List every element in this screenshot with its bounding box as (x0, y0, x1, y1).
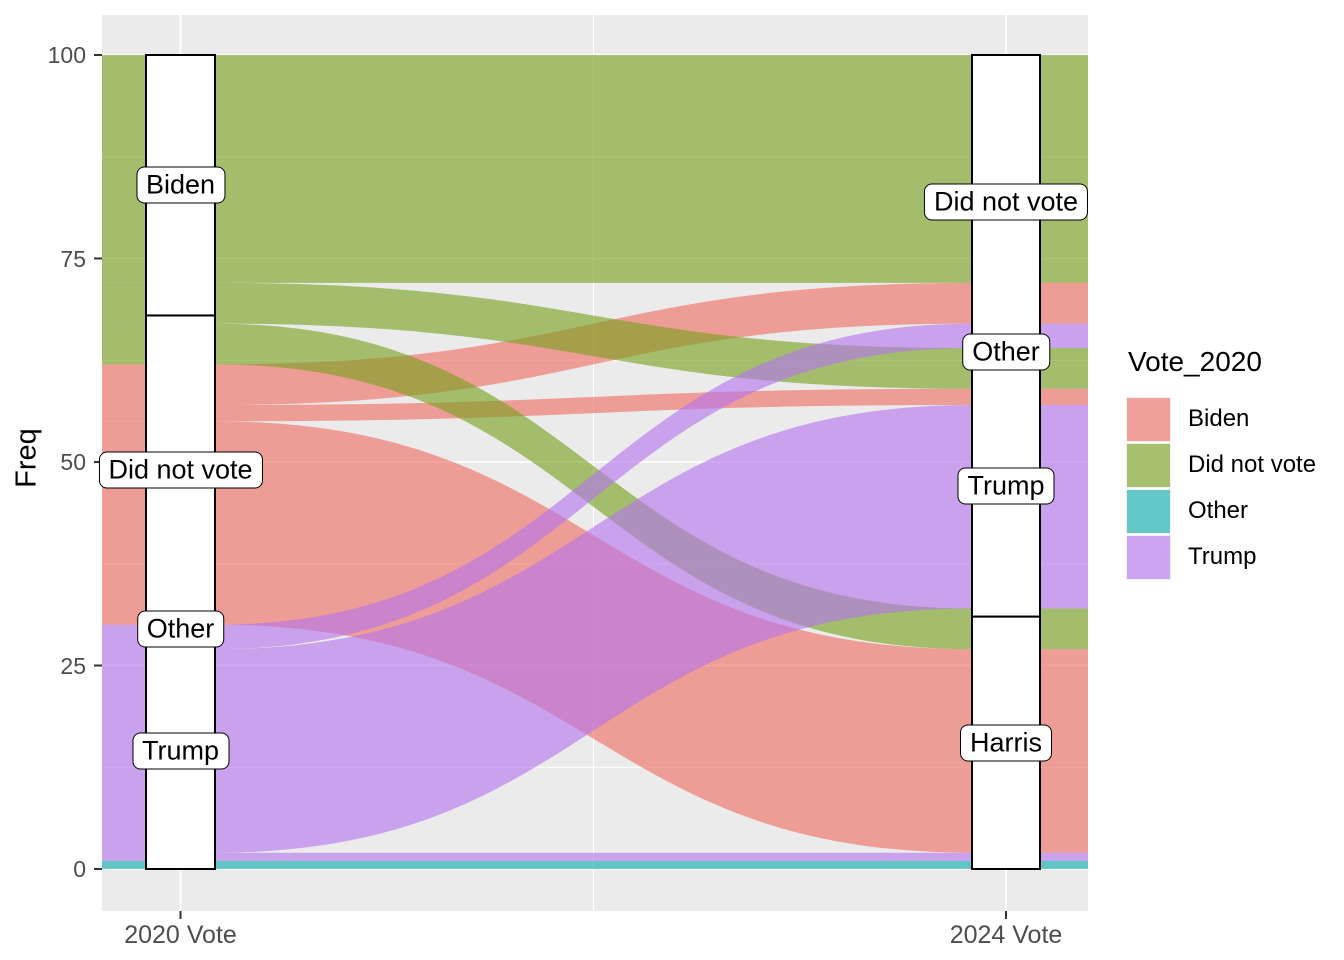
legend-title: Vote_2020 (1128, 346, 1262, 377)
legend-key-swatch (1127, 397, 1170, 441)
flow-biden-to-trump (102, 388, 1088, 422)
y-tick-label-0: 0 (73, 856, 86, 882)
legend-label-biden: Biden (1188, 405, 1250, 432)
y-tick-label-75: 75 (60, 245, 86, 272)
flow-trump-to-did-not-vote (102, 323, 1088, 650)
y-tick-label-50: 50 (60, 449, 86, 475)
legend-label-other: Other (1188, 497, 1249, 524)
flow-trump-to-harris (102, 852, 1088, 861)
flow-trump-to-trump (102, 405, 1088, 853)
legend-key-trump (1126, 534, 1171, 580)
legend-row-biden: Biden (1126, 396, 1316, 442)
legend-label-did-not-vote: Did not vote (1188, 451, 1317, 478)
legend-key-other (1126, 488, 1171, 534)
stratum-label-2024-vote-did-not-vote: Did not vote (923, 183, 1089, 221)
stratum-label-2020-vote-other: Other (136, 610, 225, 648)
stratum-label-2024-vote-trump: Trump (957, 467, 1055, 505)
legend-key-swatch (1127, 535, 1170, 579)
stratum-label-2020-vote-trump: Trump (131, 732, 230, 770)
legend-items: Biden Did not vote Other Trump (1126, 396, 1316, 580)
stratum-label-2024-vote-harris: Harris (960, 724, 1052, 762)
legend-key-swatch (1127, 443, 1170, 487)
flow-did-not-vote-to-trump (102, 282, 1088, 389)
legend-row-did-not-vote: Did not vote (1126, 442, 1316, 488)
legend-key-did-not-vote (1126, 442, 1171, 488)
legend-row-other: Other (1126, 488, 1316, 534)
flow-other-to-other (102, 860, 1088, 869)
x-tick-label-2024-vote: 2024 Vote (949, 921, 1063, 949)
legend-label-trump: Trump (1188, 543, 1257, 570)
y-tick-label-100: 100 (47, 42, 86, 68)
stratum-label-2020-vote-did-not-vote: Did not vote (98, 451, 263, 489)
stratum-label-2024-vote-other: Other (962, 333, 1050, 371)
y-tick-label-25: 25 (60, 652, 86, 679)
flow-did-not-vote-to-did-not-vote (102, 55, 1088, 283)
legend: Vote_2020 Biden Did not vote Other Trump (1126, 346, 1316, 580)
x-tick-label-2020-vote: 2020 Vote (124, 921, 237, 949)
stratum-label-2020-vote-biden: Biden (135, 166, 226, 204)
legend-key-biden (1126, 396, 1171, 442)
legend-row-trump: Trump (1126, 534, 1316, 580)
legend-key-swatch (1127, 489, 1170, 533)
